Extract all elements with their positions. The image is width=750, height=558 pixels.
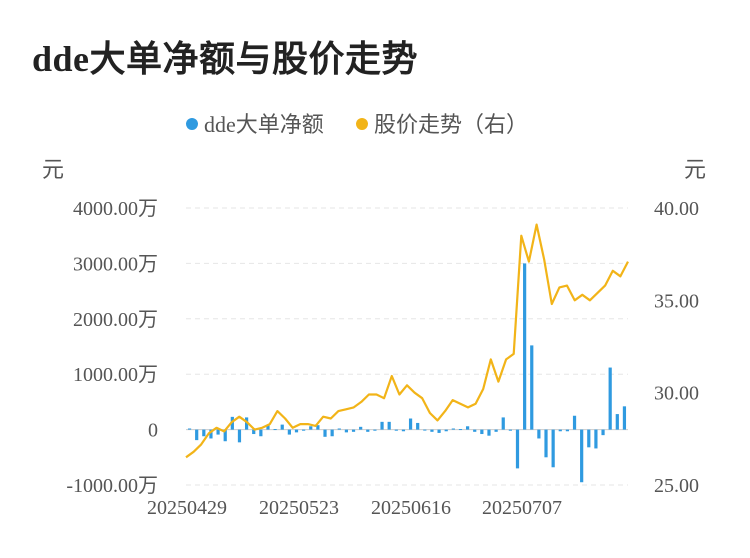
dde-bar (515, 429, 520, 469)
dde-bar (351, 429, 356, 432)
dde-bar (451, 428, 455, 430)
dde-bar (359, 426, 363, 430)
dde-bar (344, 429, 349, 433)
y-left-tick-label: 3000.00万 (73, 253, 158, 275)
legend-marker-price (356, 118, 368, 130)
dde-bar (594, 429, 598, 449)
dde-bar (587, 429, 591, 448)
chart-title: dde大单净额与股价走势 (32, 39, 419, 79)
dde-bar (380, 421, 384, 430)
y-right-tick-label: 30.00 (654, 383, 699, 405)
y-left-tick-label: 4000.00万 (73, 198, 158, 220)
dde-bar (558, 429, 562, 432)
dde-bar (230, 416, 234, 430)
y-left-tick-label: -1000.00万 (66, 475, 158, 497)
dde-bar (508, 429, 512, 431)
dde-bar (280, 424, 284, 430)
dde-bar (209, 429, 213, 439)
dde-bar (544, 429, 548, 458)
dde-bar (387, 421, 391, 430)
dde-bar (394, 429, 398, 431)
dde-bar (551, 429, 555, 468)
dde-bar (408, 418, 413, 430)
dde-bar (572, 415, 577, 430)
dde-bar (458, 429, 463, 431)
dde-bar (580, 429, 584, 483)
dde-bar (523, 263, 527, 430)
dde-bar (237, 429, 242, 443)
dde-bar (330, 429, 334, 437)
dde-bar (608, 367, 612, 430)
y-right-tick-label: 35.00 (654, 290, 699, 312)
dde-bar (416, 422, 420, 430)
dde-bar (252, 429, 256, 435)
dde-bar (309, 426, 313, 430)
dde-bar (494, 429, 498, 432)
y-left-tick-label: 2000.00万 (73, 309, 158, 331)
dde-bar (565, 429, 570, 432)
dde-bar (287, 429, 291, 435)
dde-bar (266, 425, 270, 430)
dde-bar (437, 429, 441, 433)
x-tick-label: 20250523 (259, 497, 339, 519)
dde-bar (259, 429, 263, 437)
y-right-tick-label: 40.00 (654, 198, 699, 220)
price-line (185, 223, 629, 459)
legend-marker-dde (186, 118, 198, 130)
y-right-unit-label: 元 (684, 157, 706, 182)
dde-bar (444, 429, 448, 432)
y-right-tick-label: 25.00 (654, 475, 699, 497)
dde-bar (465, 426, 470, 430)
dde-bar (337, 428, 341, 430)
dde-bar (202, 429, 206, 437)
dde-bar (401, 429, 406, 432)
dde-bar (187, 428, 192, 430)
dde-bar (316, 425, 320, 430)
x-tick-label: 20250616 (371, 497, 451, 519)
dde-bar (294, 429, 299, 433)
dde-bar (273, 429, 277, 431)
dde-bar (366, 429, 370, 432)
dde-bar (501, 417, 505, 430)
y-left-tick-label: 1000.00万 (73, 364, 158, 386)
dde-bar (323, 429, 327, 437)
legend-label-dde: dde大单净额 (204, 112, 324, 137)
legend-label-price: 股价走势（右） (374, 112, 528, 137)
dde-bar (530, 345, 534, 430)
x-tick-label: 20250429 (147, 497, 227, 519)
dde-bar (473, 429, 477, 432)
dde-bar (601, 429, 605, 436)
dde-bar (373, 429, 377, 431)
dde-bar (423, 429, 427, 431)
x-tick-label: 20250707 (482, 497, 562, 519)
dde-bar (244, 417, 249, 430)
y-left-unit-label: 元 (42, 157, 64, 182)
dde-bar (615, 414, 619, 430)
dde-bar (195, 429, 199, 441)
dde-bar (216, 429, 220, 435)
dde-bar (480, 429, 484, 435)
dde-bar (223, 429, 227, 442)
dde-bar (302, 429, 306, 431)
dde-bar (430, 429, 434, 432)
y-left-tick-label: 0 (148, 420, 158, 442)
dde-bar (537, 429, 541, 439)
dde-bar (487, 429, 491, 436)
dde-bar (622, 406, 627, 430)
